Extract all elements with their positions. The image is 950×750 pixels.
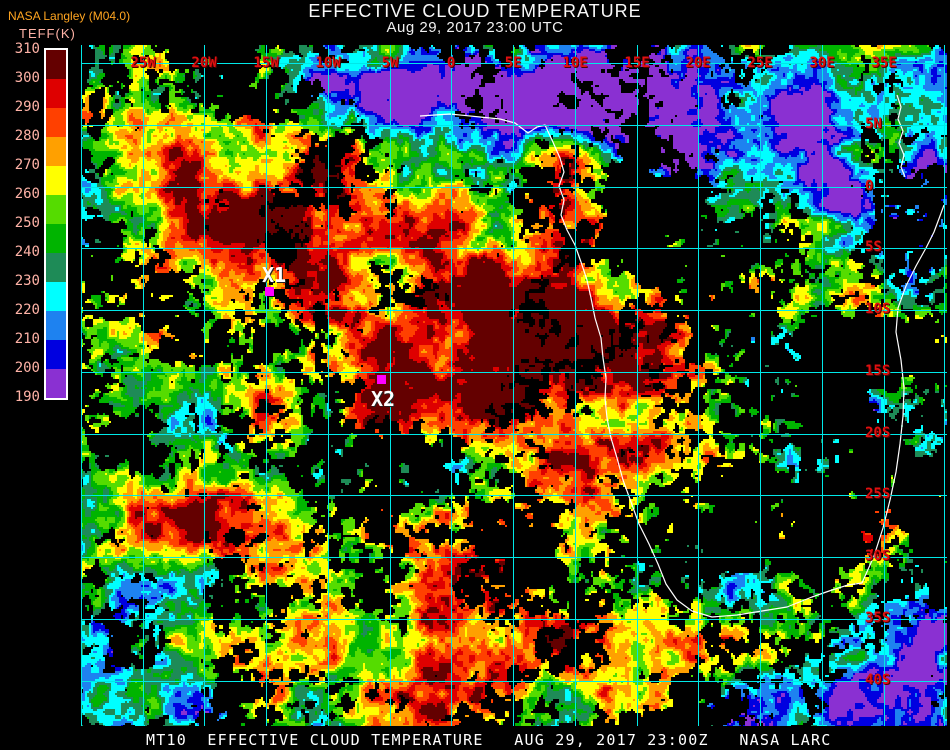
timestamp: Aug 29, 2017 23:00 UTC	[386, 19, 564, 36]
colorbar-tick: 250	[14, 215, 40, 231]
coastline	[419, 113, 945, 618]
colorbar-tick: 240	[14, 244, 40, 260]
colorbar-tick: 190	[14, 389, 40, 405]
lon-label-25E: 25E	[747, 55, 773, 71]
lat-label-10S: 10S	[865, 301, 891, 317]
colorbar-segment-230-220	[46, 282, 66, 311]
colorbar-segment-240-230	[46, 253, 66, 282]
colorbar-segment-270-260	[46, 166, 66, 195]
lon-label-30E: 30E	[809, 55, 835, 71]
lat-label-40S: 40S	[865, 672, 891, 688]
lon-label-15W: 15W	[253, 55, 279, 71]
page-title: EFFECTIVE CLOUD TEMPERATURE	[308, 1, 642, 21]
lon-label-20W: 20W	[191, 55, 217, 71]
colorbar-segment-260-250	[46, 195, 66, 224]
lon-label-15E: 15E	[624, 55, 650, 71]
lat-label-5N: 5N	[865, 116, 882, 132]
footer-text: MT10 EFFECTIVE CLOUD TEMPERATURE AUG 29,…	[146, 731, 832, 749]
colorbar-tick: 200	[14, 360, 40, 376]
map-overlay	[81, 45, 947, 726]
colorbar-tick: 230	[14, 273, 40, 289]
lon-label-5W: 5W	[381, 55, 399, 71]
coastline	[896, 94, 906, 178]
colorbar-segment-250-240	[46, 224, 66, 253]
marker-label-X1: X1	[262, 263, 287, 287]
colorbar-tick: 300	[14, 70, 40, 86]
colorbar-title: TEFF(K)	[19, 26, 76, 41]
lat-label-5S: 5S	[865, 239, 882, 255]
colorbar-segment-210-200	[46, 340, 66, 369]
footer-bar: MT10 EFFECTIVE CLOUD TEMPERATURE AUG 29,…	[0, 726, 950, 750]
lat-label-0: 0	[865, 178, 874, 194]
colorbar-segment-200-190	[46, 369, 66, 398]
colorbar-segment-310-300	[46, 50, 66, 79]
colorbar-tick: 290	[14, 99, 40, 115]
credit-label: NASA Langley (M04.0)	[8, 9, 131, 23]
marker-dot-X2	[377, 375, 386, 384]
colorbar-tick: 220	[14, 302, 40, 318]
marker-label-X2: X2	[371, 387, 396, 411]
colorbar-tick: 280	[14, 128, 40, 144]
lat-label-15S: 15S	[865, 363, 891, 379]
lon-label-10E: 10E	[562, 55, 588, 71]
lon-label-0: 0	[446, 55, 456, 71]
colorbar-segment-280-270	[46, 137, 66, 166]
lon-label-35E: 35E	[871, 55, 897, 71]
lon-label-5E: 5E	[504, 55, 522, 71]
colorbar	[44, 48, 68, 400]
colorbar-tick: 210	[14, 331, 40, 347]
lat-label-35S: 35S	[865, 610, 891, 626]
lat-label-30S: 30S	[865, 548, 891, 564]
colorbar-segment-290-280	[46, 108, 66, 137]
colorbar-segment-300-290	[46, 79, 66, 108]
lat-label-20S: 20S	[865, 425, 891, 441]
map-area: 25W 20W 15W 10W 5W 0 5E 10E 15E 20E 25E 30E 35E 5N 0 5S…	[81, 45, 947, 726]
marker-dot-X1	[265, 287, 274, 296]
lon-label-20E: 20E	[685, 55, 711, 71]
colorbar-segment-220-210	[46, 311, 66, 340]
lat-label-25S: 25S	[865, 486, 891, 502]
colorbar-tick: 260	[14, 186, 40, 202]
colorbar-tick: 270	[14, 157, 40, 173]
colorbar-tick: 310	[14, 41, 40, 57]
lon-label-10W: 10W	[315, 55, 341, 71]
lon-label-25W: 25W	[130, 55, 156, 71]
